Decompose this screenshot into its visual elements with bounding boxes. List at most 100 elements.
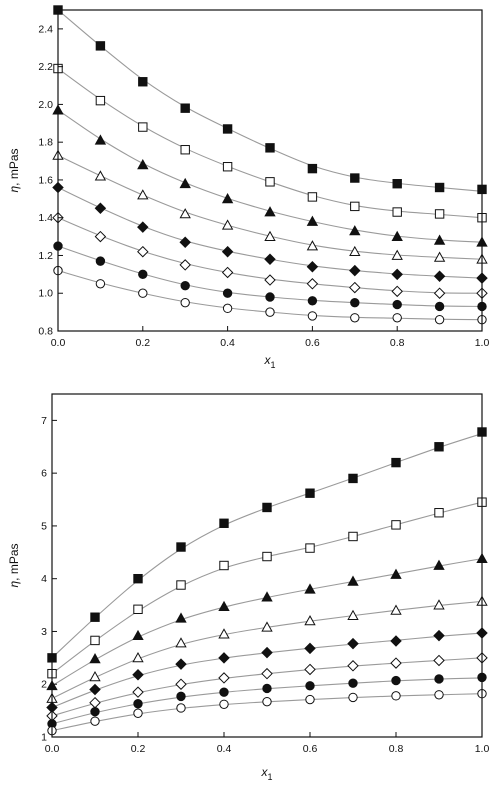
y-axis-label: η, mPas: [7, 543, 21, 587]
data-point-filled-triangle: [221, 192, 234, 204]
data-point-open-square: [434, 508, 444, 518]
series-2: [47, 497, 487, 679]
data-point-open-square: [307, 192, 318, 202]
data-point-filled-square: [95, 41, 106, 51]
data-point-filled-triangle: [306, 215, 319, 226]
y-tick-label: 0.8: [38, 326, 53, 338]
data-point-open-triangle: [433, 251, 446, 262]
series-1: [47, 427, 487, 663]
data-point-open-triangle: [390, 604, 402, 615]
data-point-filled-triangle: [179, 177, 191, 189]
data-point-filled-triangle: [390, 568, 402, 579]
data-point-filled-diamond: [391, 268, 403, 281]
data-point-open-circle: [392, 313, 402, 323]
data-point-open-circle: [350, 313, 360, 323]
y-tick-label: 1.8: [38, 137, 53, 149]
x-tick-label: 0.2: [135, 337, 150, 349]
x-tick-label: 1.0: [475, 337, 490, 349]
data-point-filled-diamond: [132, 668, 144, 681]
data-point-open-diamond: [433, 287, 446, 299]
series-5: [52, 181, 488, 284]
x-tick-label: 0.0: [51, 337, 66, 349]
data-point-filled-diamond: [347, 637, 359, 650]
data-point-filled-triangle: [94, 134, 107, 145]
data-point-open-triangle: [391, 249, 403, 260]
data-point-filled-square: [176, 542, 186, 552]
y-tick-label: 4: [41, 573, 47, 585]
y-tick-label: 3: [41, 626, 47, 638]
data-point-open-square: [180, 145, 190, 155]
fit-curve-3: [57, 109, 483, 243]
data-point-open-triangle: [349, 245, 361, 257]
data-point-filled-diamond: [175, 658, 187, 670]
data-point-filled-diamond: [306, 261, 319, 273]
y-tick-label: 2.0: [38, 99, 53, 111]
data-point-filled-square: [307, 163, 318, 174]
data-point-filled-circle: [434, 674, 444, 684]
data-point-filled-square: [305, 488, 315, 498]
fit-curve-1: [57, 9, 483, 192]
data-point-open-square: [265, 177, 275, 187]
series-1: [53, 5, 487, 195]
data-point-filled-square: [222, 124, 233, 134]
data-point-filled-circle: [265, 292, 275, 302]
data-point-open-square: [90, 635, 100, 646]
data-point-filled-circle: [391, 675, 401, 686]
data-point-open-circle: [222, 303, 233, 314]
data-point-open-triangle: [137, 189, 149, 200]
data-point-filled-circle: [350, 297, 360, 308]
data-point-open-diamond: [306, 278, 319, 290]
data-point-open-square: [392, 207, 402, 217]
data-point-filled-triangle: [132, 629, 144, 641]
y-tick-label: 1.4: [38, 212, 53, 224]
data-point-open-square: [138, 122, 148, 132]
data-point-open-square: [305, 543, 315, 553]
data-point-filled-triangle: [137, 158, 149, 170]
data-point-filled-triangle: [433, 559, 445, 570]
data-point-filled-diamond: [179, 236, 191, 249]
y-axis-label: η, mPas: [7, 148, 21, 192]
data-point-open-square: [391, 520, 401, 530]
data-point-filled-diamond: [264, 253, 276, 265]
data-point-open-diamond: [304, 663, 316, 676]
data-point-open-circle: [219, 699, 229, 709]
bottom-chart-panel: 0.0 0.2 0.4 0.6 0.8 1.0 1 2 3 4 5 6 7 x1 η, mPas: [7, 393, 490, 782]
data-point-open-triangle: [94, 170, 107, 181]
data-point-filled-circle: [307, 296, 318, 306]
series-6: [46, 652, 488, 722]
x-tick-label: 1.0: [475, 743, 490, 755]
x-tick-label: 0.6: [303, 743, 318, 755]
data-point-open-diamond: [218, 672, 230, 684]
data-point-open-square: [133, 604, 143, 614]
data-point-filled-diamond: [433, 270, 446, 282]
data-point-filled-circle: [180, 280, 190, 291]
data-point-filled-circle: [95, 256, 106, 266]
data-point-open-diamond: [221, 266, 234, 279]
x-tick-label: 0.2: [131, 743, 146, 755]
data-point-filled-triangle: [89, 653, 101, 664]
x-tick-label: 0.6: [305, 337, 320, 349]
data-point-filled-diamond: [89, 683, 101, 696]
data-point-filled-square: [391, 457, 401, 468]
x-axis-label: x1: [260, 765, 272, 782]
data-point-open-circle: [95, 279, 106, 289]
data-point-open-square: [222, 162, 233, 172]
data-point-filled-square: [434, 182, 445, 193]
plot-frame: [57, 9, 483, 332]
data-point-open-diamond: [391, 285, 403, 298]
x-tick-label: 0.8: [389, 743, 404, 755]
y-tick-label: 1.2: [38, 250, 53, 262]
x-tick-label: 0.0: [45, 743, 60, 755]
x-tick-label: 0.8: [390, 337, 405, 349]
data-point-filled-square: [434, 442, 444, 452]
top-chart-panel: 0.0 0.2 0.4 0.6 0.8 1.0 0.8 1.0 1.2 1.4 1.6 1.8 2.0 2…: [7, 5, 490, 370]
y-tick-label: 1.6: [38, 174, 53, 186]
data-point-filled-diamond: [261, 646, 273, 659]
data-point-open-circle: [180, 297, 190, 308]
data-point-open-circle: [265, 307, 275, 317]
data-point-filled-diamond: [218, 652, 230, 664]
data-point-filled-triangle: [391, 230, 403, 241]
data-point-filled-triangle: [261, 591, 273, 602]
data-point-open-circle: [133, 708, 143, 718]
